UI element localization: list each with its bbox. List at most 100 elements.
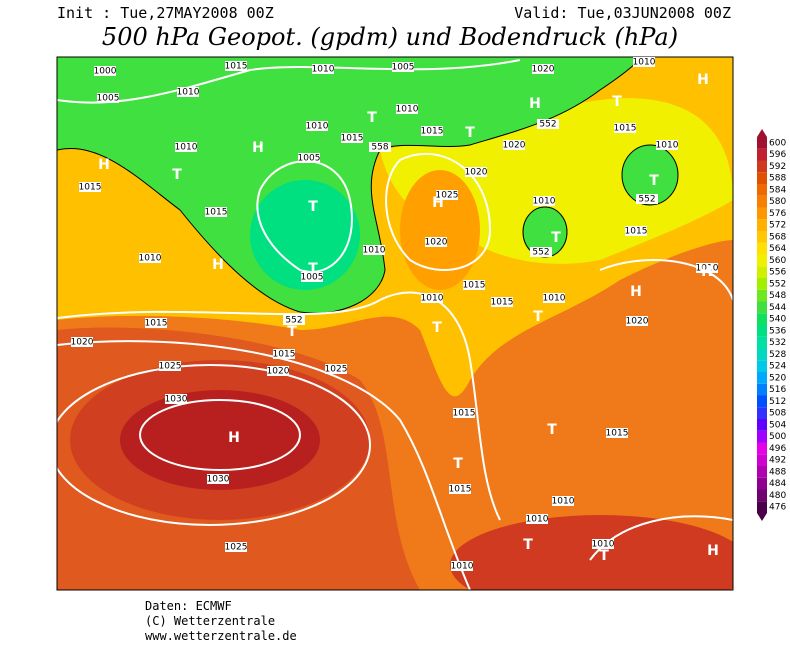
colorbar-label: 560 [769,256,786,266]
isobar-label-bg [207,474,229,484]
colorbar-swatch [757,137,767,149]
colorbar-label: 484 [769,479,786,489]
colorbar-swatch [757,430,767,443]
isobar-label-bg [175,142,197,152]
colorbar-label: 516 [769,385,786,395]
colorbar-label: 552 [769,279,786,289]
isobar-label-bg [626,316,648,326]
isobar-label-bg [139,253,161,263]
colorbar-label: 572 [769,221,786,231]
colorbar-swatch [757,336,767,349]
colorbar-swatch [757,466,767,478]
isobar-label-bg [526,514,548,524]
pressure-center: T [432,320,442,336]
colorbar-label: 588 [769,174,786,184]
isobar-label-bg [533,196,555,206]
isobar-label: 1020 [465,168,488,178]
colorbar-arrow [757,129,767,137]
colorbar-label: 476 [769,503,786,513]
isobar-label: 1015 [491,298,514,308]
isobar-label: 1015 [79,183,102,193]
colorbar-swatch [757,242,767,255]
pressure-center: H [98,157,110,173]
pressure-center: T [649,173,659,189]
isobar-label-bg [325,364,347,374]
pressure-center: H [701,264,713,280]
isobar-label: 1005 [97,94,120,104]
colorbar-swatch [757,231,767,243]
isobar-label-bg [298,153,320,163]
valid-time: Valid: Tue,03JUN2008 00Z [514,4,731,22]
map-field [57,57,733,590]
isobar-label-bg [97,93,119,103]
isobar-label: 1015 [145,319,168,329]
colorbar-label: 536 [769,326,786,336]
colorbar-label: 480 [769,491,786,501]
isobar-label: 1020 [532,65,555,75]
isobar-label: 1015 [341,134,364,144]
isobar-label: 1010 [552,497,575,507]
isobar-label: 1015 [205,208,228,218]
isobar-label-bg [392,62,414,72]
pressure-center: H [228,430,240,446]
isobar-label-bg [614,123,636,133]
isobar-label: 1020 [626,317,649,327]
isobar-label: 1010 [526,515,549,525]
isobar-label: 1025 [325,365,348,375]
isobar-label: 1010 [656,141,679,151]
colorbar-swatch [757,313,767,325]
isobar-label: 1005 [301,273,324,283]
colorbar-swatch [757,325,767,337]
isobar-label: 1030 [165,395,188,405]
colorbar-swatch [757,207,767,220]
colorbar-swatch [757,348,767,361]
pressure-center: T [612,94,622,110]
colorbar-swatch [757,454,767,466]
isobar-label-bg [421,293,443,303]
colorbar-label: 500 [769,432,786,442]
colorbar-swatch [757,278,767,290]
colorbar-label: 492 [769,456,786,466]
isobar-label: 1010 [139,254,162,264]
pressure-center: H [252,140,264,156]
colorbar-label: 600 [769,138,786,148]
colorbar-swatch [757,489,767,502]
isobar-label-bg [396,104,418,114]
colorbar-swatch [757,360,767,372]
isobar-label: 1020 [503,141,526,151]
colorbar-swatch [757,184,767,196]
isobar-label-bg [425,237,447,247]
pressure-center: T [308,199,318,215]
pressure-center: T [523,537,533,553]
isobar-label-bg [94,66,116,76]
init-time: Init : Tue,27MAY2008 00Z [57,4,274,22]
isobar-label-bg [363,245,385,255]
isobar-label-bg [543,293,565,303]
map-title: 500 hPa Geopot. (gpdm) und Bodendruck (h… [102,23,678,51]
colorbar-label: 520 [769,373,786,383]
isobar-label: 1015 [421,127,444,137]
isobar-label: 1010 [175,143,198,153]
colorbar-swatch [757,160,767,173]
colorbar-arrow [757,513,767,521]
isobar-label-bg [532,64,554,74]
isobar-label-bg [503,140,525,150]
footer-line: www.wetterzentrale.de [145,629,297,643]
colorbar-swatch [757,172,767,184]
isobar-label-bg [636,194,658,204]
isobar-label: 1010 [543,294,566,304]
isobar-label: 1020 [267,367,290,377]
colorbar-label: 508 [769,409,786,419]
pressure-center: T [551,230,561,246]
isobar-label-bg [71,337,93,347]
isobar-label-bg [592,539,614,549]
isobar-label: 1010 [396,105,419,115]
isobar-label: 1010 [451,562,474,572]
footer-line: (C) Wetterzentrale [145,614,275,628]
isobar-label: 1015 [453,409,476,419]
isobar-label-bg [537,119,559,129]
colorbar-label: 524 [769,362,786,372]
isobar-label-bg [552,496,574,506]
colorbar-label: 576 [769,209,786,219]
